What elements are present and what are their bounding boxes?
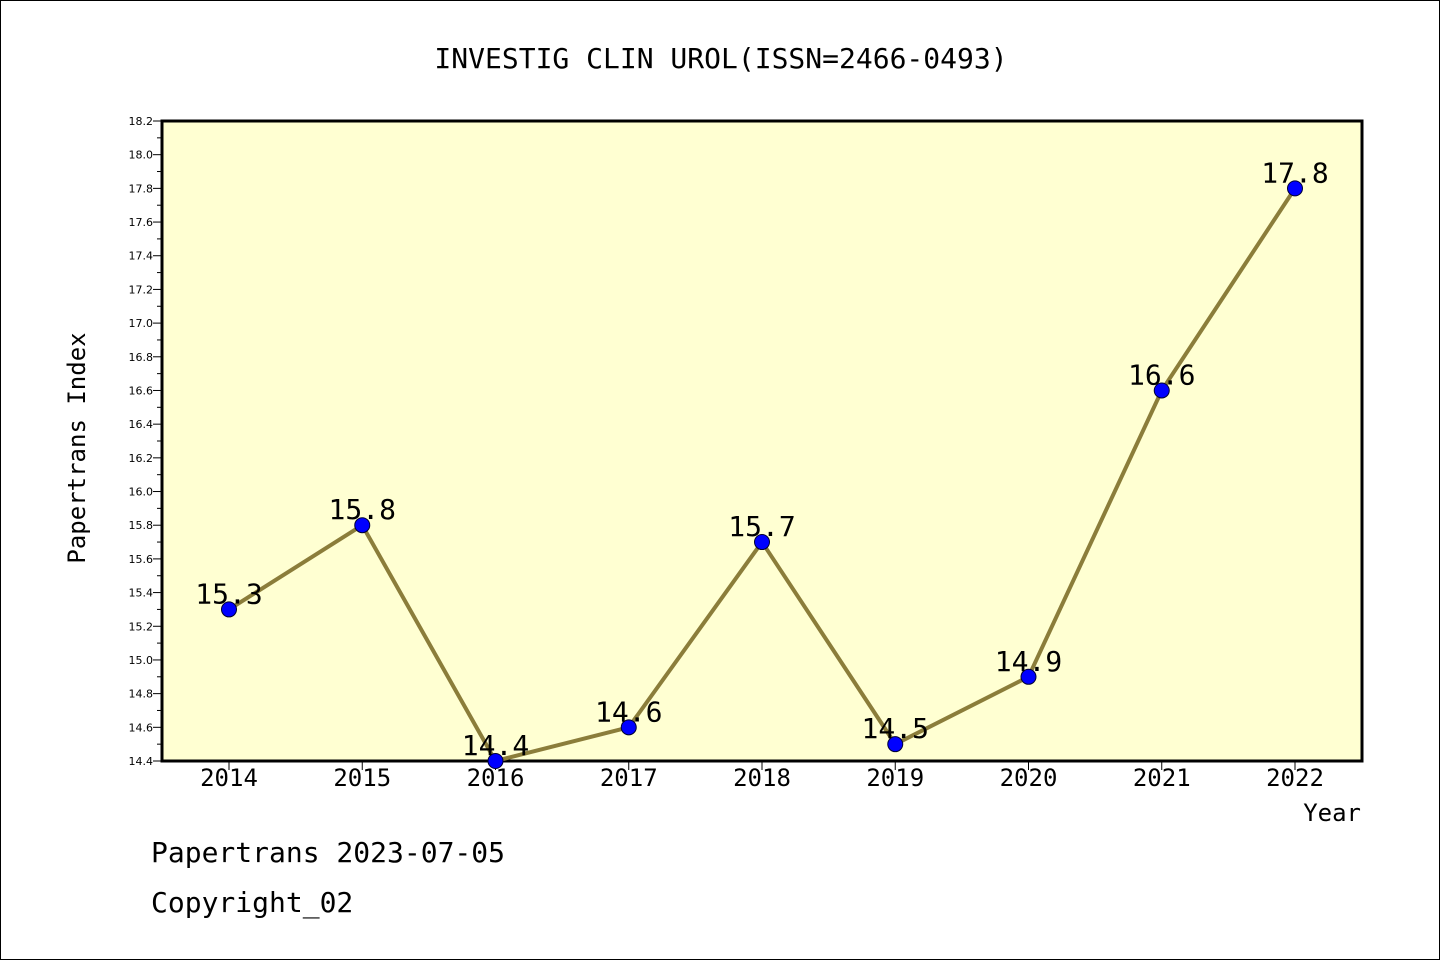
y-tick-label: 17.6: [129, 216, 154, 229]
x-tick-label: 2022: [1266, 764, 1324, 792]
y-tick-label: 14.4: [129, 755, 154, 768]
x-axis-title: Year: [1303, 799, 1361, 827]
x-tick-label: 2018: [733, 764, 791, 792]
y-tick-label: 18.0: [129, 149, 154, 162]
data-label: 15.8: [329, 493, 396, 526]
x-tick-label: 2014: [200, 764, 258, 792]
data-point: [754, 534, 770, 551]
y-tick-label: 14.6: [129, 721, 154, 734]
data-label: 15.7: [728, 510, 795, 543]
y-tick-label: 16.6: [129, 384, 154, 397]
y-tick-label: 15.2: [129, 620, 154, 633]
data-label: 17.8: [1261, 156, 1328, 189]
series-layer: 15.3 15.8 14.4 14.6 15.7 14.5 14.9 16.6 17.8: [195, 156, 1329, 769]
y-tick-label: 15.0: [129, 654, 154, 667]
y-tick-label: 15.4: [129, 587, 154, 600]
y-tick-label: 15.8: [129, 519, 154, 532]
data-point: [1287, 180, 1303, 197]
chart-title: INVESTIG CLIN UROL(ISSN=2466-0493): [434, 42, 1007, 75]
footer-date-label: Papertrans 2023-07-05: [151, 836, 506, 869]
y-tick-label: 16.4: [129, 418, 154, 431]
y-tick-label: 15.6: [129, 553, 154, 566]
y-tick-label: 17.2: [129, 283, 154, 296]
data-point: [487, 753, 504, 769]
x-tick-label: 2021: [1133, 764, 1191, 792]
data-point: [887, 736, 904, 753]
data-point: [221, 601, 237, 618]
data-label: 16.6: [1128, 358, 1195, 391]
y-tick-label: 16.8: [129, 351, 154, 364]
x-axis: 2014 2015 2016 2017 2018 2019 2020 2021 2022: [200, 761, 1324, 792]
data-label: 14.4: [462, 729, 529, 762]
y-tick-label: 16.0: [129, 486, 154, 499]
data-label: 14.6: [595, 695, 662, 728]
data-point: [1153, 382, 1170, 399]
x-tick-label: 2020: [1000, 764, 1058, 792]
x-tick-label: 2015: [333, 764, 391, 792]
x-tick-label: 2019: [866, 764, 924, 792]
y-axis-title: Papertrans Index: [63, 332, 91, 563]
data-label: 14.9: [995, 645, 1062, 678]
y-tick-label: 17.0: [129, 317, 154, 330]
y-tick-label: 17.4: [129, 250, 154, 263]
data-point: [354, 517, 371, 534]
footer-copyright-label: Copyright_02: [151, 886, 354, 919]
y-tick-label: 16.2: [129, 452, 154, 465]
y-axis: 14.4 14.6 14.8 15.0 15.2 15.4 15.6 15.8 16.0 16.2…: [129, 115, 162, 768]
data-label: 14.5: [862, 712, 929, 745]
x-tick-label: 2017: [600, 764, 658, 792]
data-point: [1020, 668, 1037, 685]
y-tick-label: 17.8: [129, 182, 154, 195]
plot-area: [160, 119, 1364, 763]
data-point: [620, 719, 637, 736]
y-tick-label: 14.8: [129, 688, 154, 701]
data-label: 15.3: [195, 577, 262, 610]
y-tick-label: 18.2: [129, 115, 154, 128]
